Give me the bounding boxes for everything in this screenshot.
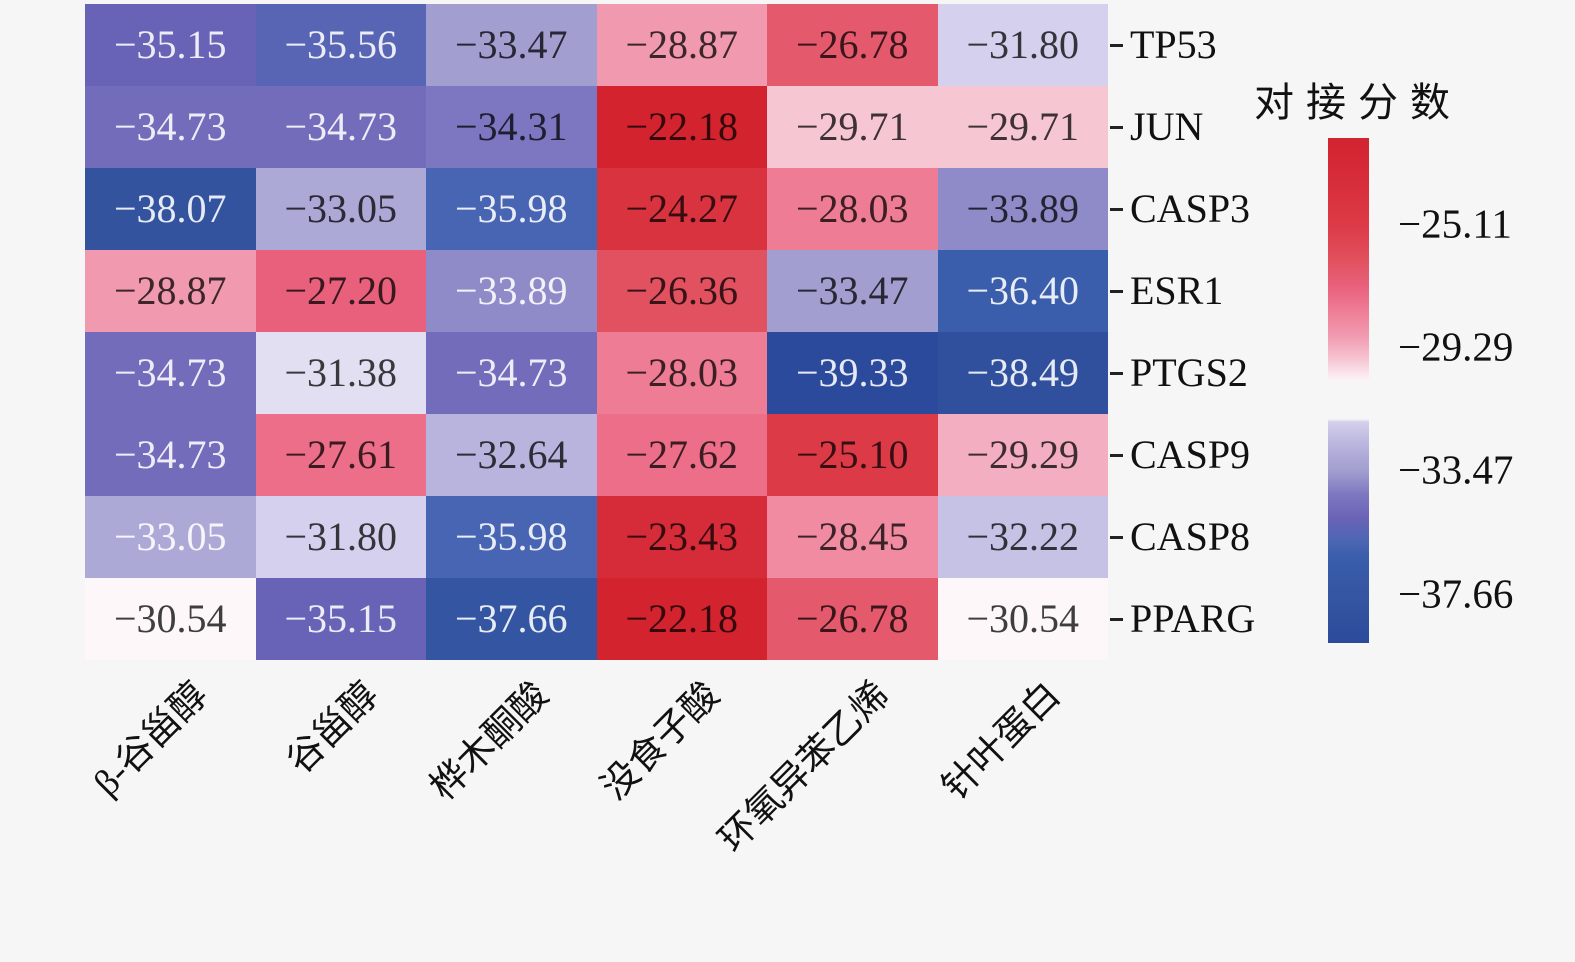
heatmap-cell: −23.43	[596, 496, 767, 578]
row-tick-mark	[1110, 536, 1123, 539]
row-label-casp8: CASP8	[1130, 514, 1251, 559]
col-label: 针叶蛋白	[934, 674, 1069, 809]
row-tick-mark	[1110, 290, 1123, 293]
colorbar-tick-label: −29.29	[1398, 323, 1514, 370]
heatmap-cell: −36.40	[937, 250, 1108, 332]
colorbar	[1328, 138, 1369, 643]
heatmap-cell: −33.05	[255, 168, 426, 250]
heatmap-cell: −37.66	[426, 578, 597, 660]
row-label-casp9: CASP9	[1130, 432, 1251, 477]
row-label-jun: JUN	[1130, 104, 1204, 149]
row-tick-mark	[1110, 454, 1123, 457]
heatmap-cell: −34.73	[85, 86, 256, 168]
col-label: 桦木酮酸	[423, 674, 557, 809]
heatmap-cell: −33.05	[85, 496, 256, 578]
heatmap-cell: −29.71	[767, 86, 938, 168]
heatmap-cell: −39.33	[767, 332, 938, 414]
row-tick-mark	[1110, 618, 1123, 621]
row-label-pparg: PPARG	[1130, 596, 1256, 641]
heatmap-cell: −27.61	[255, 414, 426, 496]
heatmap-cell: −28.87	[85, 250, 256, 332]
heatmap-cell: −26.78	[767, 4, 938, 86]
row-label-ptgs2: PTGS2	[1130, 350, 1248, 395]
heatmap-cell: −38.49	[937, 332, 1108, 414]
col-label: 没食子酸	[593, 674, 728, 809]
heatmap-cell: −29.71	[937, 86, 1108, 168]
heatmap-cell: −30.54	[85, 578, 256, 660]
col-label: 谷甾醇	[278, 674, 387, 783]
colorbar-tick-label: −37.66	[1398, 570, 1514, 617]
row-tick-mark	[1110, 44, 1123, 47]
heatmap-cell: −28.03	[767, 168, 938, 250]
heatmap-cell: −31.80	[937, 4, 1108, 86]
heatmap-cell: −28.45	[767, 496, 938, 578]
heatmap-cell: −35.56	[255, 4, 426, 86]
row-tick-mark	[1110, 372, 1123, 375]
heatmap-cell: −35.98	[426, 496, 597, 578]
colorbar-tick-label: −25.11	[1398, 200, 1512, 247]
heatmap-cell: −30.54	[937, 578, 1108, 660]
heatmap-cell: −35.15	[85, 4, 256, 86]
heatmap-cell: −34.73	[255, 86, 426, 168]
heatmap-cell: −22.18	[596, 86, 767, 168]
heatmap-cell: −35.15	[255, 578, 426, 660]
row-tick-mark	[1110, 208, 1123, 211]
heatmap-cell: −27.20	[255, 250, 426, 332]
heatmap-cell: −32.22	[937, 496, 1108, 578]
heatmap-cell: −33.47	[426, 4, 597, 86]
heatmap-cell: −33.89	[426, 250, 597, 332]
heatmap-cell: −28.87	[596, 4, 767, 86]
heatmap-cell: −38.07	[85, 168, 256, 250]
heatmap-cell: −29.29	[937, 414, 1108, 496]
colorbar-tick-label: −33.47	[1398, 446, 1514, 493]
heatmap-cell: −34.73	[426, 332, 597, 414]
heatmap-cell: −34.73	[85, 332, 256, 414]
heatmap-cell: −35.98	[426, 168, 597, 250]
heatmap-cell: −26.78	[767, 578, 938, 660]
heatmap-cell: −33.89	[937, 168, 1108, 250]
heatmap-cell: −34.31	[426, 86, 597, 168]
heatmap-cell: −27.62	[596, 414, 767, 496]
heatmap-cell: −34.73	[85, 414, 256, 496]
row-label-casp3: CASP3	[1130, 186, 1251, 231]
heatmap-cell: −31.38	[255, 332, 426, 414]
col-label: 环氧异苯乙烯	[711, 674, 898, 861]
row-tick-mark	[1110, 126, 1123, 129]
row-label-esr1: ESR1	[1130, 268, 1224, 313]
heatmap-cell: −33.47	[767, 250, 938, 332]
heatmap-cell: −28.03	[596, 332, 767, 414]
heatmap-cell: −31.80	[255, 496, 426, 578]
heatmap-cell: −24.27	[596, 168, 767, 250]
heatmap-cell: −32.64	[426, 414, 597, 496]
col-label: β-谷甾醇	[86, 674, 216, 805]
heatmap-cell: −26.36	[596, 250, 767, 332]
row-label-tp53: TP53	[1130, 22, 1217, 67]
colorbar-title: 对接分数	[1254, 80, 1462, 125]
heatmap-cell: −22.18	[596, 578, 767, 660]
heatmap-cell: −25.10	[767, 414, 938, 496]
